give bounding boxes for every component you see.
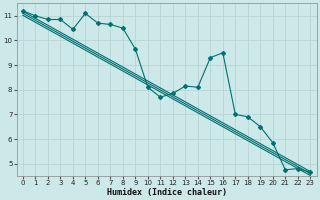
X-axis label: Humidex (Indice chaleur): Humidex (Indice chaleur): [107, 188, 227, 197]
